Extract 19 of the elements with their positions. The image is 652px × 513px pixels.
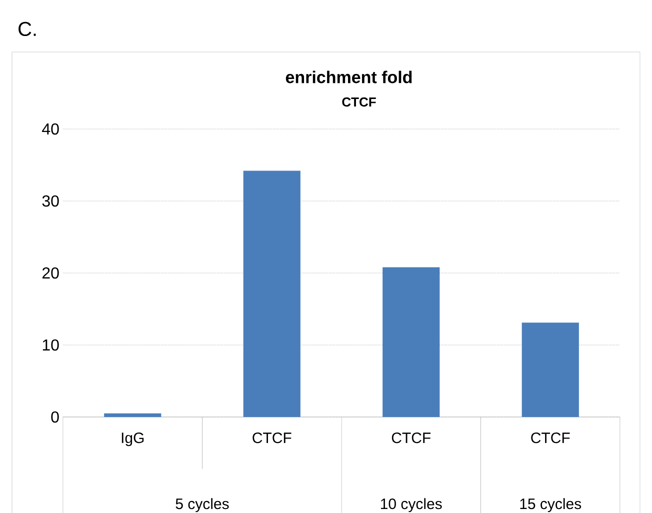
y-tick-label: 10	[42, 339, 59, 351]
text: C.	[18, 22, 36, 36]
x-tick-label: IgG	[122, 432, 144, 446]
bar	[243, 170, 300, 417]
bar	[382, 267, 440, 417]
x-tick-label: CTCF	[392, 432, 431, 444]
x-tick-label: CTCF	[531, 432, 570, 444]
text: 15 cycles	[520, 498, 582, 512]
text: 10 cycles	[381, 498, 442, 512]
chart-subtitle: CTCF	[342, 97, 376, 107]
y-tick-label: 40	[42, 123, 59, 135]
text: 5 cycles	[176, 498, 229, 512]
x-tick-label: CTCF	[252, 432, 292, 444]
chart-title: enrichment fold	[286, 70, 412, 84]
y-tick-label: 20	[42, 267, 59, 279]
y-tick-label: 30	[42, 195, 59, 207]
bar	[522, 322, 579, 417]
y-tick-label: 0	[51, 411, 59, 423]
bar	[104, 413, 162, 417]
